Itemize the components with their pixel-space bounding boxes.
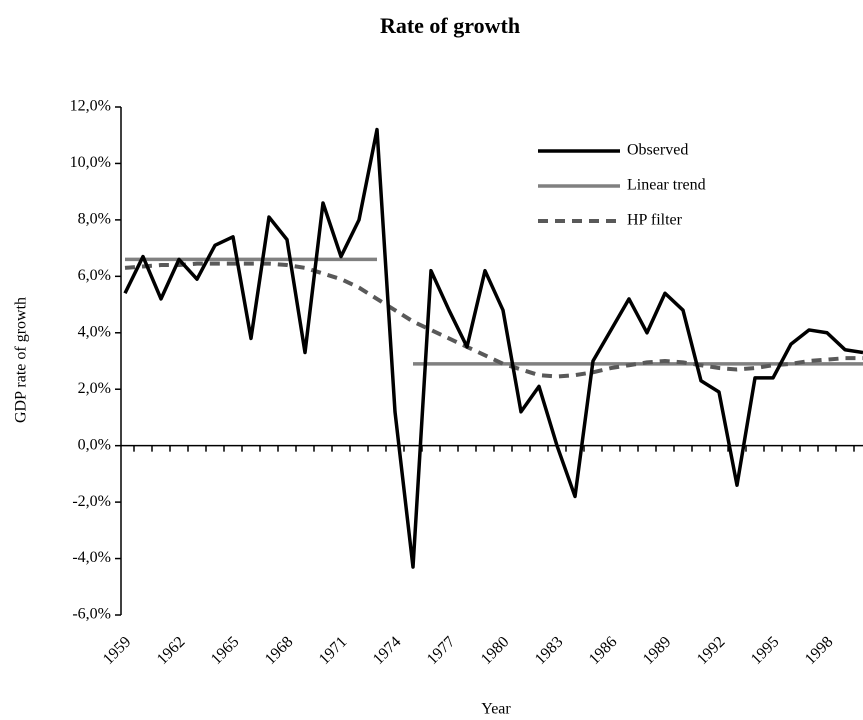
x-tick-label: 1980 (478, 633, 513, 668)
chart-title: Rate of growth (380, 13, 520, 38)
x-tick-label: 1968 (262, 633, 297, 668)
legend-label: Linear trend (627, 177, 706, 194)
x-tick-label: 1998 (802, 633, 837, 668)
x-tick-label: 1995 (748, 633, 783, 668)
y-tick-label: 6,0% (78, 267, 111, 284)
legend-label: Observed (627, 142, 688, 159)
x-tick-label: 1959 (100, 633, 135, 668)
y-tick-label: -2,0% (72, 493, 111, 510)
series-line (123, 127, 863, 569)
x-tick-label: 1971 (316, 633, 351, 668)
y-tick-label: 2,0% (78, 380, 111, 397)
y-tick-label: 8,0% (78, 211, 111, 228)
x-tick-label: 1986 (586, 633, 621, 668)
x-tick-label: 1989 (640, 633, 675, 668)
x-tick-label: 1974 (370, 633, 405, 668)
series-line (125, 257, 863, 366)
y-tick-label: 12,0% (70, 98, 111, 115)
legend-label: HP filter (627, 212, 683, 229)
x-tick-label: 1977 (424, 633, 459, 668)
x-axis-label: Year (481, 701, 511, 718)
y-tick-label: -6,0% (72, 606, 111, 623)
x-tick-label: 1992 (694, 633, 729, 668)
y-tick-label: 0,0% (78, 436, 111, 453)
y-tick-label: 10,0% (70, 154, 111, 171)
x-tick-label: 1962 (154, 633, 189, 668)
x-tick-label: 1965 (208, 633, 243, 668)
series-line (124, 261, 863, 379)
y-tick-label: -4,0% (72, 549, 111, 566)
x-tick-label: 1983 (532, 633, 567, 668)
y-axis-label: GDP rate of growth (13, 297, 30, 423)
y-tick-label: 4,0% (78, 323, 111, 340)
